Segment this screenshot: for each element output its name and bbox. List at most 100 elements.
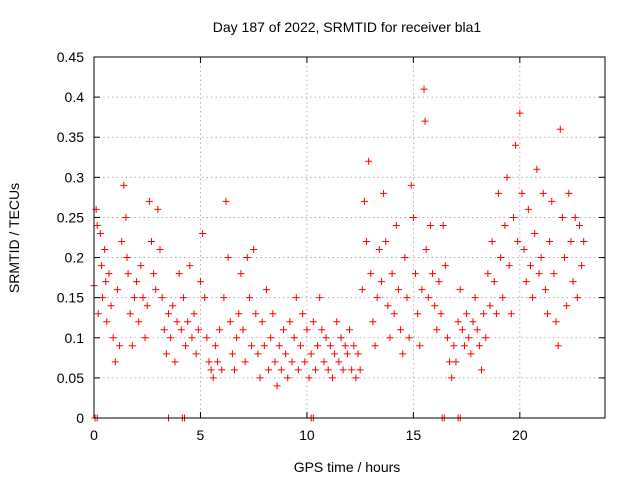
data-point bbox=[441, 262, 449, 270]
data-point bbox=[450, 342, 458, 350]
data-point bbox=[463, 310, 471, 318]
data-point bbox=[171, 358, 179, 366]
data-point bbox=[420, 85, 428, 93]
data-point bbox=[454, 318, 462, 326]
data-point bbox=[99, 294, 107, 302]
data-point bbox=[152, 286, 160, 294]
data-point bbox=[252, 310, 260, 318]
data-point bbox=[550, 270, 558, 278]
data-point bbox=[435, 278, 443, 286]
data-point bbox=[143, 302, 151, 310]
data-point bbox=[245, 294, 253, 302]
data-point bbox=[539, 189, 547, 197]
data-point bbox=[335, 358, 343, 366]
data-point bbox=[386, 334, 394, 342]
y-tick-labels: 0 0.05 0.1 0.15 0.2 0.25 0.3 0.35 0.4 0.45 bbox=[57, 49, 84, 426]
y-tick-label: 0.25 bbox=[57, 209, 84, 225]
data-point bbox=[578, 262, 586, 270]
data-point bbox=[320, 358, 328, 366]
data-point bbox=[194, 326, 202, 334]
data-point bbox=[505, 262, 513, 270]
data-point bbox=[380, 189, 388, 197]
data-point bbox=[165, 310, 173, 318]
data-point bbox=[179, 294, 187, 302]
data-point bbox=[124, 270, 132, 278]
data-point bbox=[569, 278, 577, 286]
data-point bbox=[403, 294, 411, 302]
data-point bbox=[269, 310, 277, 318]
data-point bbox=[373, 294, 381, 302]
x-tick-label: 20 bbox=[512, 427, 528, 443]
data-point bbox=[207, 366, 215, 374]
data-point bbox=[118, 238, 126, 246]
data-point bbox=[518, 189, 526, 197]
data-point bbox=[512, 141, 520, 149]
data-point bbox=[167, 334, 175, 342]
data-point bbox=[190, 310, 198, 318]
data-point bbox=[216, 326, 224, 334]
data-point bbox=[426, 221, 434, 229]
data-point bbox=[509, 213, 517, 221]
data-point bbox=[133, 278, 141, 286]
y-tick-label: 0.1 bbox=[65, 330, 85, 346]
data-point bbox=[254, 350, 262, 358]
data-point bbox=[243, 254, 251, 262]
data-point bbox=[277, 366, 285, 374]
data-point bbox=[279, 326, 287, 334]
y-tick-label: 0.15 bbox=[57, 290, 84, 306]
data-point bbox=[314, 342, 322, 350]
data-point bbox=[407, 181, 415, 189]
data-point bbox=[458, 326, 466, 334]
data-point bbox=[360, 197, 368, 205]
data-point bbox=[241, 358, 249, 366]
data-point bbox=[265, 366, 273, 374]
data-point bbox=[375, 246, 383, 254]
data-point bbox=[309, 318, 317, 326]
data-point bbox=[199, 229, 207, 237]
data-point bbox=[495, 189, 503, 197]
data-point bbox=[544, 310, 552, 318]
data-point bbox=[414, 310, 422, 318]
data-point bbox=[412, 270, 420, 278]
data-point bbox=[205, 358, 213, 366]
data-point bbox=[275, 342, 283, 350]
data-point bbox=[343, 350, 351, 358]
data-point bbox=[409, 213, 417, 221]
data-point bbox=[346, 326, 353, 334]
data-point bbox=[339, 366, 347, 374]
data-point bbox=[546, 238, 554, 246]
data-point bbox=[422, 246, 430, 254]
data-point bbox=[382, 238, 390, 246]
data-point bbox=[97, 262, 105, 270]
data-point bbox=[228, 350, 236, 358]
data-point bbox=[529, 294, 537, 302]
data-point bbox=[499, 294, 507, 302]
data-point bbox=[520, 246, 528, 254]
data-point bbox=[192, 350, 200, 358]
data-point bbox=[473, 326, 481, 334]
data-point bbox=[371, 342, 379, 350]
data-point bbox=[101, 246, 109, 254]
data-point bbox=[356, 366, 364, 374]
y-tick-label: 0.3 bbox=[65, 169, 85, 185]
data-point bbox=[573, 294, 581, 302]
data-point bbox=[452, 358, 460, 366]
data-point bbox=[524, 205, 532, 213]
data-point bbox=[109, 334, 117, 342]
data-point bbox=[113, 286, 121, 294]
data-point bbox=[480, 310, 488, 318]
data-point bbox=[203, 334, 211, 342]
data-point bbox=[354, 350, 362, 358]
data-point bbox=[211, 342, 219, 350]
data-point bbox=[418, 286, 426, 294]
data-point bbox=[469, 318, 477, 326]
data-point bbox=[467, 350, 475, 358]
data-point bbox=[575, 221, 583, 229]
data-point bbox=[105, 270, 113, 278]
data-point bbox=[220, 294, 228, 302]
data-point bbox=[352, 374, 360, 382]
data-point bbox=[267, 334, 275, 342]
y-tick-label: 0.4 bbox=[65, 89, 85, 105]
data-point bbox=[384, 302, 392, 310]
x-tick-label: 5 bbox=[197, 427, 205, 443]
